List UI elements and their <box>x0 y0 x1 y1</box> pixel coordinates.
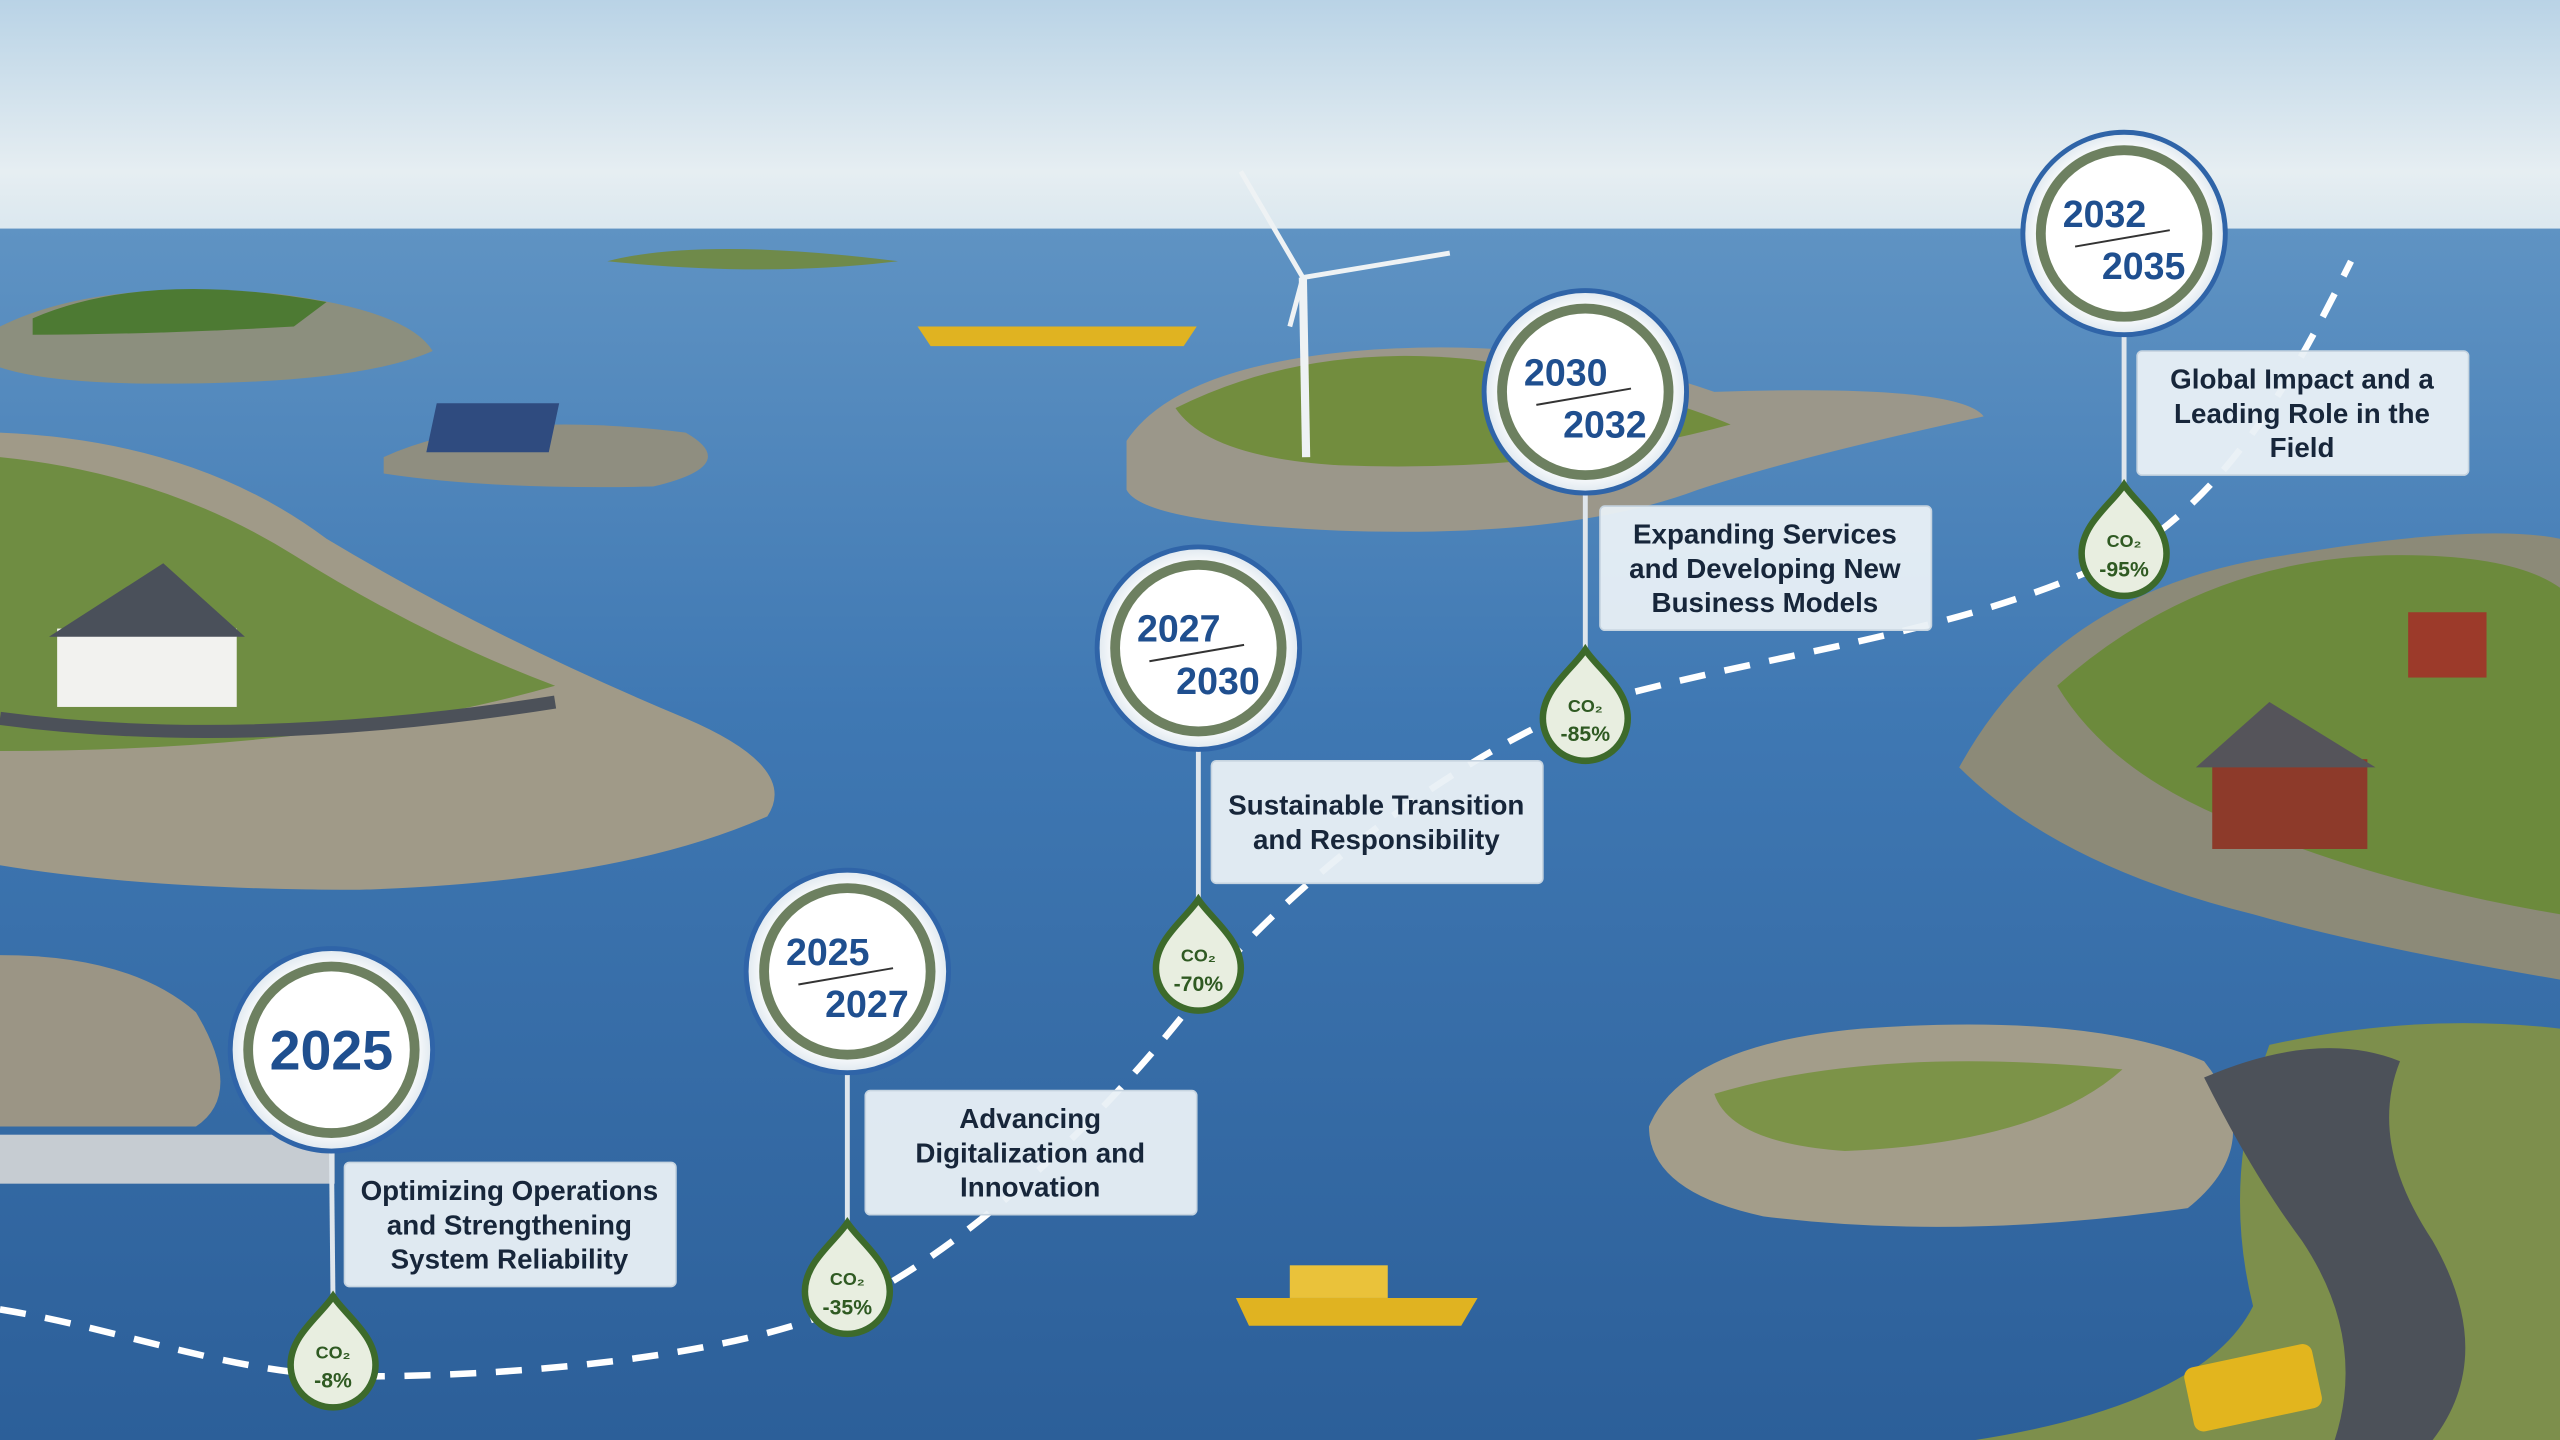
milestone-title: System Reliability <box>391 1244 629 1275</box>
co2-label: CO₂ <box>316 1342 351 1362</box>
co2-label: CO₂ <box>2107 531 2142 551</box>
co2-reduction: -35% <box>823 1296 873 1319</box>
label-box <box>1211 761 1542 883</box>
milestone-title: Business Models <box>1652 587 1879 618</box>
milestone-title: Advancing <box>959 1103 1101 1134</box>
year-start: 2030 <box>1524 351 1608 393</box>
year-start: 2027 <box>1137 608 1221 650</box>
co2-label: CO₂ <box>1181 946 1216 966</box>
page: {"milestones": [ {"years": ["2025"], "ti… <box>0 0 2560 1440</box>
year-end: 2027 <box>825 983 909 1025</box>
milestone-title: Digitalization and <box>915 1137 1145 1168</box>
year: 2025 <box>270 1019 393 1081</box>
milestone-title: and Responsibility <box>1253 824 1500 855</box>
milestone-title: Global Impact and a <box>2170 364 2434 395</box>
co2-label: CO₂ <box>830 1269 865 1289</box>
year-start: 2032 <box>2063 193 2147 235</box>
stem <box>331 1148 333 1306</box>
co2-label: CO₂ <box>1568 696 1603 716</box>
milestone-title: Sustainable Transition <box>1228 790 1524 821</box>
year-end: 2035 <box>2102 245 2186 287</box>
year-start: 2025 <box>786 931 870 973</box>
co2-reduction: -8% <box>314 1370 352 1393</box>
infographic: 2025 Optimizing Operationsand Strengtheni… <box>0 0 2560 1440</box>
milestone-title: Innovation <box>960 1172 1100 1203</box>
milestone-title: Expanding Services <box>1633 519 1897 550</box>
milestone-title: and Developing New <box>1629 553 1901 584</box>
milestone-title: Field <box>2270 432 2335 463</box>
year-end: 2030 <box>1176 660 1260 702</box>
milestone-title: and Strengthening <box>387 1209 632 1240</box>
year-end: 2032 <box>1563 404 1647 446</box>
milestone-title: Leading Role in the <box>2174 398 2430 429</box>
co2-reduction: -70% <box>1174 973 1224 996</box>
milestone-title: Optimizing Operations <box>361 1175 659 1206</box>
co2-reduction: -95% <box>2099 558 2149 581</box>
co2-reduction: -85% <box>1561 723 1611 746</box>
